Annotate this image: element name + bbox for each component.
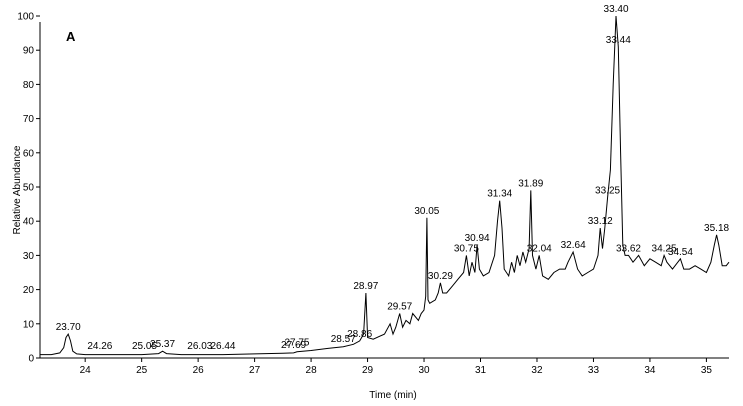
peak-label: 33.62 [616,243,641,254]
y-axis-title: Relative Abundance [12,145,23,234]
y-tick-label: 70 [23,114,35,125]
peak-label: 33.44 [606,35,631,46]
x-axis-ticks: 24 25 26 27 28 29 30 31 32 33 34 35 [80,358,713,376]
peak-label: 33.25 [595,185,620,196]
peak-label: 23.70 [56,322,81,333]
peak-label: 30.75 [454,243,479,254]
peak-label: 34.25 [652,243,677,254]
peak-label: 35.18 [704,223,729,234]
x-axis-title: Time (min) [369,390,416,401]
x-tick-label: 27 [249,365,261,376]
y-tick-label: 0 [28,354,34,365]
peak-label: 32.64 [561,240,586,251]
x-tick-label: 26 [193,365,205,376]
y-tick-label: 30 [23,251,35,262]
peak-label: 25.05 [132,341,157,352]
x-tick-label: 32 [531,365,543,376]
x-tick-label: 24 [80,365,92,376]
peak-label: 31.89 [518,178,543,189]
peak-label: 27.75 [284,337,309,348]
y-tick-label: 100 [17,12,34,23]
x-tick-label: 28 [306,365,318,376]
peak-label: 30.94 [465,233,490,244]
x-tick-label: 33 [588,365,600,376]
peak-label: 33.40 [604,4,629,15]
peak-label: 28.86 [347,329,372,340]
peak-label: 26.03 [187,341,212,352]
panel-label: A [66,29,76,44]
peak-label: 31.34 [487,189,512,200]
peak-label: 29.57 [387,302,412,313]
y-tick-label: 10 [23,319,35,330]
y-tick-label: 80 [23,80,35,91]
peak-label: 33.12 [588,216,613,227]
peak-label: 30.05 [414,206,439,217]
plot-axes [39,22,729,359]
peak-label: 28.97 [353,281,378,292]
x-tick-label: 25 [136,365,148,376]
peak-label: 32.04 [527,243,552,254]
peak-label: 25.37 [150,339,175,350]
y-axis-ticks: 0 10 20 30 40 50 60 70 80 90 100 [17,12,40,365]
peak-label: 34.54 [668,247,693,258]
x-tick-label: 29 [362,365,374,376]
peak-label: 28.57 [331,334,356,345]
y-tick-label: 60 [23,148,35,159]
chromatogram-trace [40,15,730,356]
y-tick-label: 50 [23,183,35,194]
y-tick-label: 90 [23,46,35,57]
peak-label: 26.44 [210,341,235,352]
peak-label: 24.26 [87,341,112,352]
peak-label: 27.69 [281,340,306,351]
x-tick-label: 31 [475,365,487,376]
x-tick-label: 35 [701,365,713,376]
x-tick-label: 34 [644,365,656,376]
x-tick-label: 30 [418,365,430,376]
peak-label: 30.29 [428,271,453,282]
y-tick-label: 20 [23,285,35,296]
y-tick-label: 40 [23,217,35,228]
